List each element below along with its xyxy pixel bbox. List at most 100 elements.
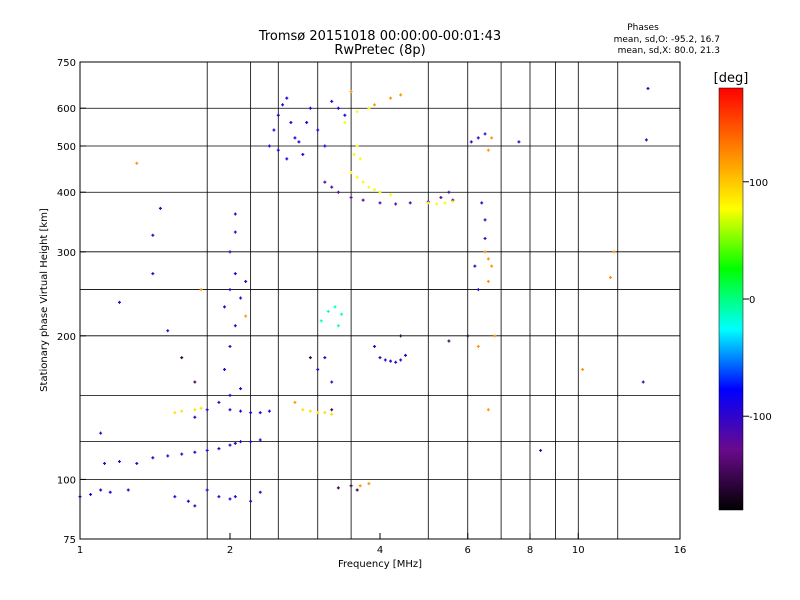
data-point <box>330 185 334 189</box>
data-point <box>373 103 377 107</box>
x-tick-label: 8 <box>527 545 533 556</box>
data-point <box>158 206 162 210</box>
data-point <box>435 202 439 206</box>
data-points <box>78 86 650 508</box>
data-point <box>316 367 320 371</box>
data-point <box>330 380 334 384</box>
data-point <box>103 461 107 465</box>
data-point <box>308 106 312 110</box>
data-point <box>483 132 487 136</box>
data-point <box>289 121 293 125</box>
data-point <box>493 334 497 338</box>
data-point <box>439 195 443 199</box>
y-tick-label: 300 <box>57 248 76 259</box>
y-tick-label: 400 <box>57 188 76 199</box>
data-point <box>333 305 337 309</box>
data-point <box>205 448 209 452</box>
chart-subtitle: RwPretec (8p) <box>334 43 425 58</box>
data-point <box>281 103 285 107</box>
data-point <box>389 96 393 100</box>
data-point <box>166 329 170 333</box>
data-point <box>239 409 243 413</box>
data-point <box>305 121 309 125</box>
data-point <box>389 359 393 363</box>
data-point <box>394 360 398 364</box>
data-point <box>367 185 371 189</box>
data-point <box>258 438 262 442</box>
data-point <box>340 312 344 316</box>
data-point <box>319 319 323 323</box>
data-point <box>486 279 490 283</box>
data-point <box>316 411 320 415</box>
data-point <box>233 495 237 499</box>
data-point <box>108 490 112 494</box>
data-point <box>323 356 327 360</box>
data-point <box>193 415 197 419</box>
data-point <box>301 152 305 156</box>
data-point <box>180 452 184 456</box>
data-point <box>239 387 243 391</box>
data-point <box>612 250 616 254</box>
data-point <box>367 482 371 486</box>
data-point <box>490 264 494 268</box>
data-point <box>355 175 359 179</box>
data-point <box>223 367 227 371</box>
data-point <box>135 161 139 165</box>
data-point <box>473 264 477 268</box>
data-point <box>276 113 280 117</box>
legend-title: Phases <box>627 23 659 33</box>
data-point <box>239 440 243 444</box>
data-point <box>447 339 451 343</box>
data-point <box>228 250 232 254</box>
data-point <box>373 188 377 192</box>
data-point <box>378 356 382 360</box>
data-point <box>228 497 232 501</box>
x-tick-label: 4 <box>377 545 383 556</box>
data-point <box>99 431 103 435</box>
data-point <box>244 279 248 283</box>
data-point <box>539 448 543 452</box>
data-point <box>151 456 155 460</box>
data-point <box>358 157 362 161</box>
plot-frame <box>79 61 681 540</box>
data-point <box>349 170 353 174</box>
data-point <box>228 344 232 348</box>
y-axis-label: Stationary phase Virtual Height [km] <box>39 208 50 392</box>
data-point <box>517 140 521 144</box>
data-point <box>378 201 382 205</box>
colorbar <box>718 87 744 511</box>
x-tick-label: 2 <box>227 545 233 556</box>
data-point <box>336 324 340 328</box>
data-point <box>193 380 197 384</box>
data-point <box>330 99 334 103</box>
data-point <box>447 190 451 194</box>
data-point <box>352 152 356 156</box>
data-point <box>117 300 121 304</box>
data-point <box>451 200 455 204</box>
data-point <box>186 499 190 503</box>
data-point <box>293 400 297 404</box>
data-point <box>193 450 197 454</box>
x-tick-label: 10 <box>572 545 585 556</box>
data-point <box>297 140 301 144</box>
data-point <box>89 492 93 496</box>
data-point <box>126 488 130 492</box>
data-point <box>199 406 203 410</box>
data-point <box>336 486 340 490</box>
colorbar-label: [deg] <box>714 71 749 86</box>
data-point <box>223 305 227 309</box>
data-point <box>233 272 237 276</box>
data-point <box>285 157 289 161</box>
data-point <box>217 400 221 404</box>
data-point <box>228 393 232 397</box>
data-point <box>476 288 480 292</box>
data-point <box>228 408 232 412</box>
data-point <box>483 236 487 240</box>
data-point <box>644 138 648 142</box>
data-point <box>272 128 276 132</box>
data-point <box>205 408 209 412</box>
grid <box>80 62 680 539</box>
data-point <box>323 180 327 184</box>
data-point <box>135 461 139 465</box>
